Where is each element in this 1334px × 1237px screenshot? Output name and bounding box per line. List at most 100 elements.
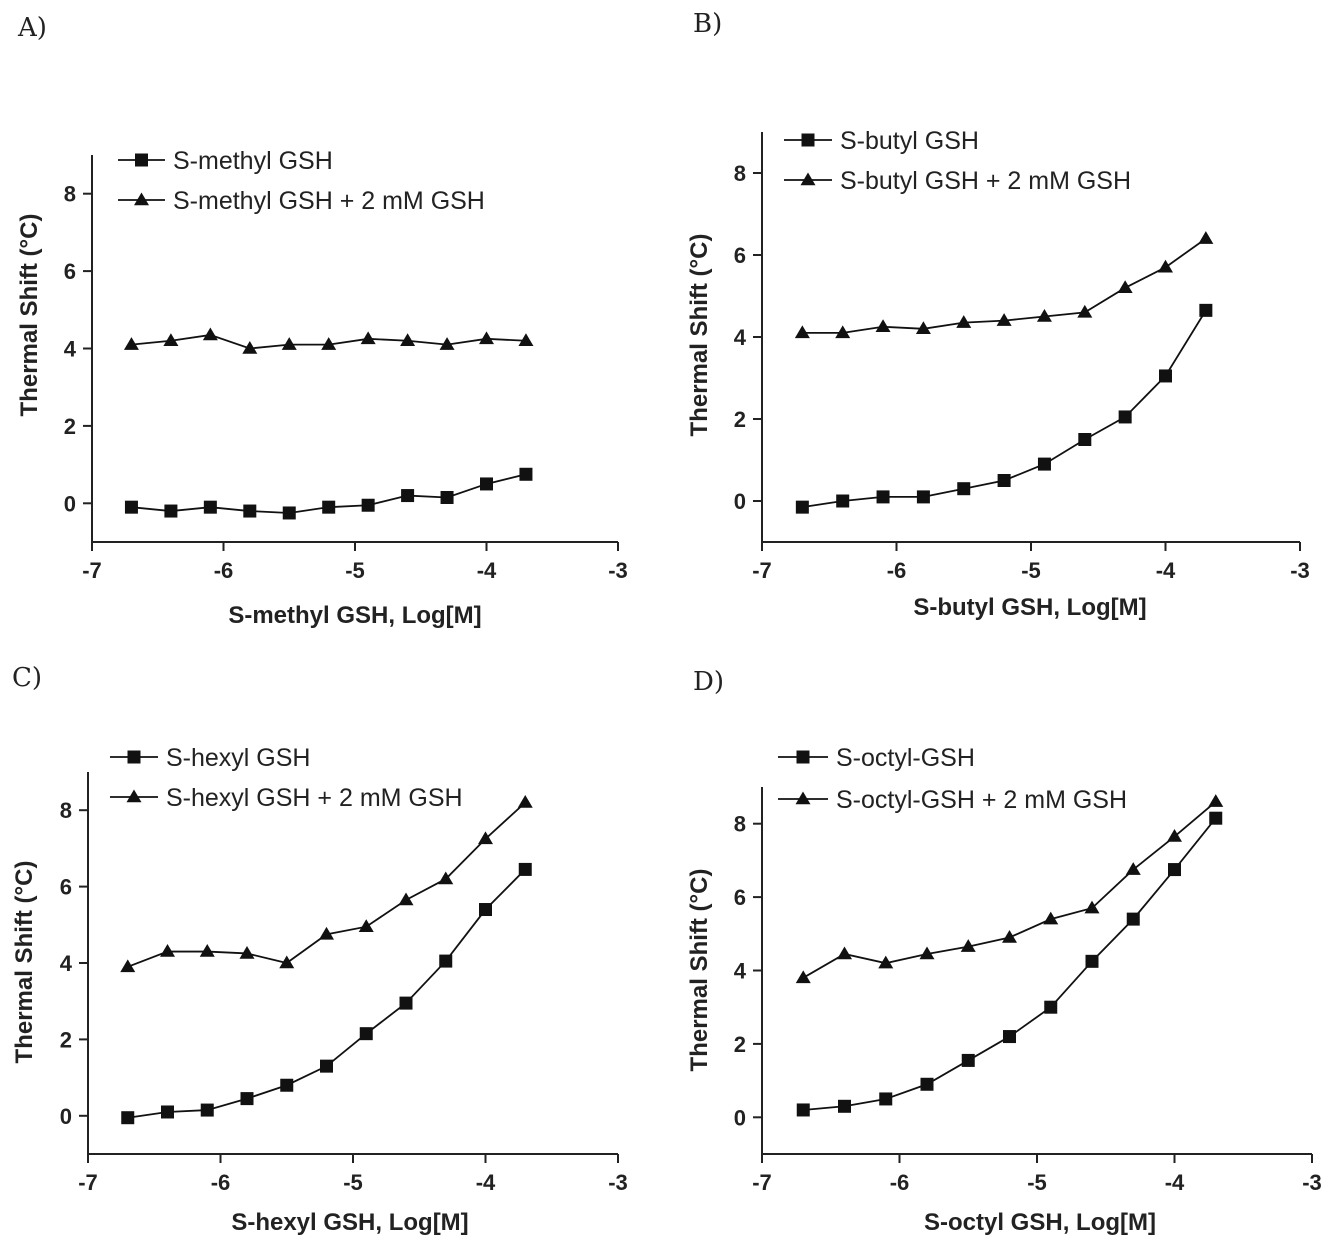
square-data-point xyxy=(124,500,138,514)
triangle-data-point xyxy=(960,939,976,952)
square-data-point xyxy=(282,506,296,520)
x-tick-label: -3 xyxy=(1290,558,1310,583)
y-axis-title: Thermal Shift (°C) xyxy=(11,861,38,1064)
square-data-point xyxy=(957,482,971,496)
y-tick-label: 0 xyxy=(734,489,746,514)
square-data-point xyxy=(320,1059,333,1073)
square-data-point xyxy=(361,498,375,512)
square-data-point xyxy=(200,1103,214,1117)
x-axis-title: S-hexyl GSH, Log[M] xyxy=(231,1209,468,1236)
x-tick-label: -3 xyxy=(608,558,628,583)
square-data-point xyxy=(243,504,257,518)
x-axis-title: S-octyl GSH, Log[M] xyxy=(924,1209,1156,1236)
triangle-data-point xyxy=(358,919,374,932)
x-tick-label: -6 xyxy=(887,558,907,583)
legend-marker-series-2 xyxy=(126,789,142,803)
legend-label-series-1: S-butyl GSH xyxy=(840,127,979,155)
y-tick-label: 0 xyxy=(64,491,76,516)
triangle-data-point xyxy=(279,955,295,969)
y-tick-label: 6 xyxy=(64,259,76,284)
square-data-point xyxy=(1126,912,1140,926)
series-line-1 xyxy=(127,868,526,1119)
legend: S-octyl-GSH S-octyl-GSH + 2 mM GSH xyxy=(836,744,1127,814)
series-line-2 xyxy=(127,801,526,968)
y-tick-label: 8 xyxy=(60,798,72,823)
square-data-point xyxy=(876,490,890,504)
square-data-point xyxy=(1159,369,1172,383)
x-tick-label: -4 xyxy=(1165,1170,1185,1195)
x-tick-label: -5 xyxy=(1027,1170,1047,1195)
y-axis-title: Thermal Shift (°C) xyxy=(686,234,713,437)
triangle-data-point xyxy=(478,831,493,845)
x-tick-label: -5 xyxy=(343,1170,363,1195)
triangle-data-point xyxy=(1117,280,1133,294)
y-tick-label: 2 xyxy=(734,1032,746,1057)
x-tick-label: -3 xyxy=(1302,1170,1322,1195)
legend-marker-series-2 xyxy=(800,172,816,186)
triangle-data-point xyxy=(835,325,851,339)
x-tick-label: -7 xyxy=(82,558,102,583)
x-tick-label: -4 xyxy=(1156,558,1176,583)
square-data-point xyxy=(1078,433,1092,446)
y-tick-label: 8 xyxy=(734,812,746,837)
triangle-data-point xyxy=(439,337,455,350)
y-tick-label: 6 xyxy=(734,885,746,910)
triangle-data-point xyxy=(239,945,255,959)
square-data-point xyxy=(518,862,532,876)
panel-b: B) S-butyl GSH, Log[M] Thermal Shift (°C… xyxy=(686,9,1310,621)
panel-label: B) xyxy=(693,9,722,39)
triangle-data-point xyxy=(517,795,533,808)
legend-marker-series-1 xyxy=(127,750,141,764)
y-tick-label: 2 xyxy=(60,1027,72,1052)
square-data-point xyxy=(480,477,493,491)
square-data-point xyxy=(796,1103,810,1117)
x-tick-label: -5 xyxy=(345,558,365,583)
square-data-point xyxy=(1118,410,1132,424)
triangle-data-point xyxy=(956,315,972,328)
legend-label-series-1: S-methyl GSH xyxy=(173,147,333,175)
triangle-data-point xyxy=(1084,900,1100,914)
legend-label-series-1: S-octyl-GSH xyxy=(836,744,975,772)
series-line-1 xyxy=(803,817,1217,1111)
x-tick-label: -3 xyxy=(608,1170,628,1195)
triangle-data-point xyxy=(518,333,534,347)
triangle-data-point xyxy=(1208,794,1224,807)
triangle-data-point xyxy=(794,325,810,339)
x-tick-label: -6 xyxy=(890,1170,910,1195)
square-data-point xyxy=(1037,457,1051,471)
legend: S-hexyl GSH S-hexyl GSH + 2 mM GSH xyxy=(166,744,463,812)
y-tick-label: 4 xyxy=(734,325,747,350)
triangle-data-point xyxy=(398,892,414,906)
triangle-data-point xyxy=(1125,862,1141,875)
y-tick-label: 4 xyxy=(60,951,73,976)
legend-marker-series-2 xyxy=(795,791,811,805)
y-tick-label: 4 xyxy=(64,337,77,362)
square-data-point xyxy=(920,1077,934,1091)
y-tick-label: 4 xyxy=(734,959,747,984)
square-data-point xyxy=(1168,863,1181,877)
legend: S-methyl GSH S-methyl GSH + 2 mM GSH xyxy=(173,147,485,215)
legend-label-series-2: S-butyl GSH + 2 mM GSH xyxy=(840,167,1131,195)
triangle-data-point xyxy=(199,944,215,957)
triangle-data-point xyxy=(1043,911,1059,925)
x-axis-title: S-butyl GSH, Log[M] xyxy=(913,594,1146,621)
legend-marker-series-1 xyxy=(135,153,148,167)
panel-a: A) S-methyl GSH, Log[M] Thermal Shift (°… xyxy=(16,13,628,629)
square-data-point xyxy=(997,474,1011,487)
square-data-point xyxy=(961,1053,975,1067)
triangle-data-point xyxy=(1002,929,1017,943)
triangle-data-point xyxy=(360,331,376,345)
triangle-data-point xyxy=(479,331,494,345)
square-data-point xyxy=(322,500,336,514)
panel-d: D) S-octyl GSH, Log[M] Thermal Shift (°C… xyxy=(686,667,1322,1236)
square-data-point xyxy=(838,1099,851,1113)
x-tick-label: -7 xyxy=(752,1170,772,1195)
square-data-point xyxy=(280,1078,294,1092)
legend-label-series-2: S-methyl GSH + 2 mM GSH xyxy=(173,187,485,215)
triangle-data-point xyxy=(123,337,139,350)
y-tick-label: 6 xyxy=(734,243,746,268)
legend: S-butyl GSH S-butyl GSH + 2 mM GSH xyxy=(840,127,1131,195)
triangle-data-point xyxy=(996,313,1012,326)
legend-label-series-2: S-hexyl GSH + 2 mM GSH xyxy=(166,784,463,812)
